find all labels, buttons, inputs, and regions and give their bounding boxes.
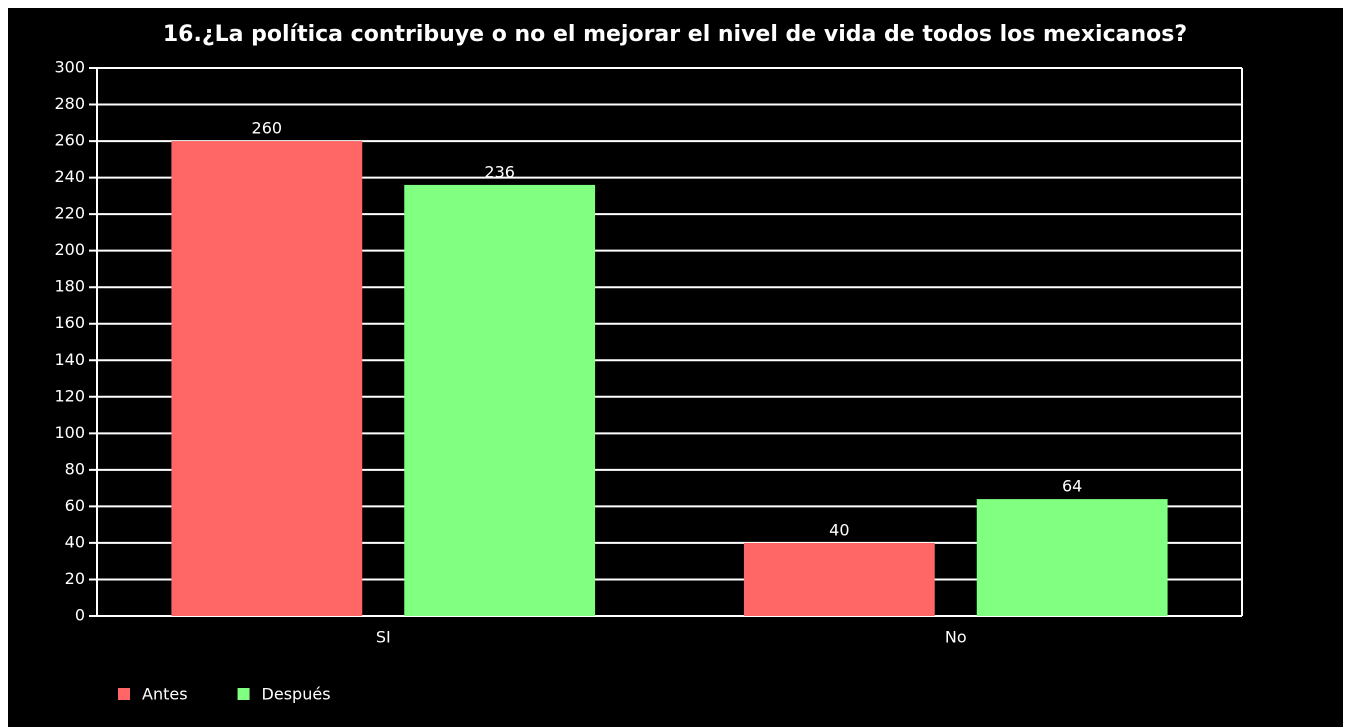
y-tick-label: 280 bbox=[54, 94, 85, 113]
y-tick-label: 20 bbox=[65, 569, 85, 588]
y-tick-label: 140 bbox=[54, 350, 85, 369]
legend-swatch bbox=[237, 688, 250, 700]
legend-label: Antes bbox=[142, 685, 188, 704]
legend-label: Después bbox=[262, 685, 331, 704]
y-tick-label: 300 bbox=[54, 58, 85, 77]
legend-swatch bbox=[118, 688, 130, 700]
y-tick-label: 80 bbox=[65, 459, 85, 478]
y-tick-label: 60 bbox=[65, 496, 85, 515]
x-tick-label: No bbox=[945, 628, 967, 647]
y-tick-label: 220 bbox=[54, 204, 85, 223]
y-tick-label: 40 bbox=[65, 532, 85, 551]
bar bbox=[743, 542, 935, 616]
y-tick-label: 0 bbox=[75, 606, 85, 625]
x-tick-label: SI bbox=[376, 628, 391, 647]
y-tick-label: 100 bbox=[54, 423, 85, 442]
data-label: 260 bbox=[252, 119, 283, 138]
data-label: 40 bbox=[829, 520, 849, 539]
y-tick-label: 260 bbox=[54, 131, 85, 150]
y-tick-label: 180 bbox=[54, 277, 85, 296]
y-tick-label: 120 bbox=[54, 386, 85, 405]
y-tick-label: 200 bbox=[54, 240, 85, 259]
bar bbox=[171, 141, 363, 617]
bar bbox=[976, 499, 1168, 616]
bar bbox=[404, 184, 596, 616]
y-tick-label: 160 bbox=[54, 313, 85, 332]
data-label: 236 bbox=[484, 162, 515, 181]
data-label: 64 bbox=[1062, 477, 1082, 496]
y-tick-label: 240 bbox=[54, 167, 85, 186]
chart-title: 16.¿La política contribuye o no el mejor… bbox=[163, 22, 1187, 47]
